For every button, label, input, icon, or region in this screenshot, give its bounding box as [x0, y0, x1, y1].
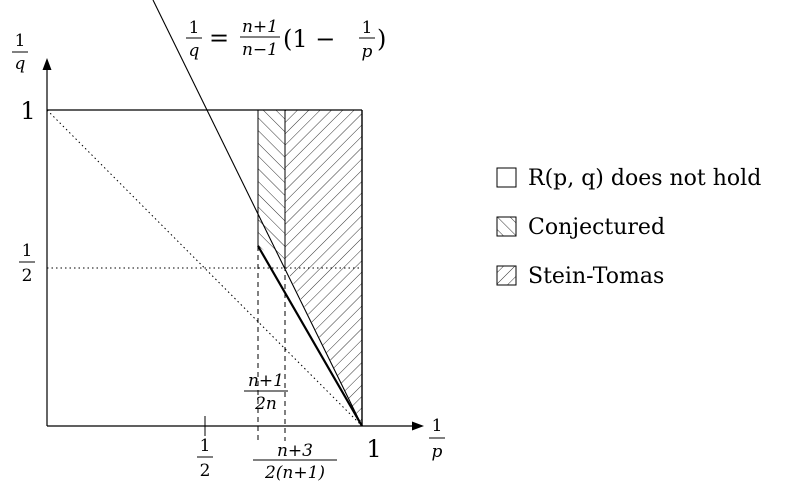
y-tick-one: 1: [20, 97, 35, 125]
svg-text:p: p: [362, 42, 373, 62]
svg-text:2: 2: [200, 461, 211, 481]
legend-swatch-conjectured: [496, 216, 517, 237]
x-tick-half-label: 1 2: [197, 436, 213, 481]
legend-swatch-empty: [496, 167, 517, 188]
svg-text:1: 1: [432, 416, 443, 436]
y-tick-half: 1 2: [19, 241, 35, 286]
x-tick-b-label: n+3 2(n+1): [253, 441, 337, 483]
svg-text:n+1: n+1: [248, 371, 284, 391]
svg-text:n+1: n+1: [242, 17, 278, 37]
legend-item-not-hold: R(p, q) does not hold: [496, 166, 761, 191]
svg-text:p: p: [432, 442, 443, 462]
y-axis-label: 1 q: [12, 31, 28, 74]
svg-text:q: q: [189, 41, 200, 61]
x-tick-a-label: n+1 2n: [244, 371, 288, 414]
critical-line: [152, 0, 363, 427]
legend-label: Conjectured: [528, 215, 665, 240]
legend-label: R(p, q) does not hold: [528, 166, 761, 191]
svg-text:n−1: n−1: [242, 40, 278, 60]
svg-text:(1 −: (1 −: [283, 25, 335, 53]
stein-tomas-region: [285, 110, 362, 426]
x-axis-label: 1 p: [429, 416, 445, 462]
svg-text:q: q: [15, 54, 26, 74]
svg-text:1: 1: [362, 18, 373, 38]
svg-text:1: 1: [22, 241, 33, 261]
svg-text:1: 1: [189, 18, 200, 38]
legend-item-conjectured: Conjectured: [496, 215, 665, 240]
legend-swatch-stein-tomas: [496, 265, 517, 286]
svg-text:n+3: n+3: [277, 441, 313, 461]
x-axis-arrow-icon: [412, 421, 424, 431]
svg-text:=: =: [209, 24, 229, 52]
svg-text:2(n+1): 2(n+1): [264, 463, 325, 483]
y-axis-arrow-icon: [42, 58, 52, 70]
legend-label: Stein-Tomas: [528, 264, 664, 289]
legend: R(p, q) does not hold Conjectured Stein-…: [496, 166, 761, 289]
svg-text:1: 1: [15, 31, 26, 51]
legend-item-stein-tomas: Stein-Tomas: [496, 264, 664, 289]
svg-text:): ): [377, 25, 386, 53]
svg-text:1: 1: [200, 436, 211, 456]
svg-text:2: 2: [22, 266, 33, 286]
line-equation-label: 1 q = n+1 n−1 (1 − 1 p ): [186, 17, 386, 62]
critical-line-thick-segment: [257, 245, 363, 427]
x-tick-one: 1: [366, 435, 381, 463]
svg-text:2n: 2n: [254, 394, 277, 414]
